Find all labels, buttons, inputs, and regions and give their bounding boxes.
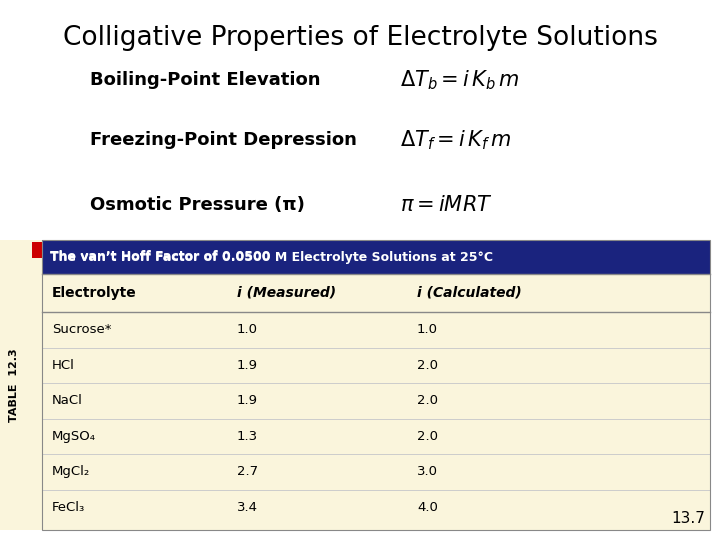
Text: i (Calculated): i (Calculated) [417, 286, 522, 300]
Text: 1.0: 1.0 [417, 323, 438, 336]
Bar [0, 240, 42, 530]
Bar [42, 274, 710, 530]
Text: MgSO₄: MgSO₄ [52, 430, 96, 443]
Bar [32, 242, 42, 258]
Text: HCl: HCl [52, 359, 75, 372]
Text: FeCl₃: FeCl₃ [52, 501, 85, 514]
Text: Colligative Properties of Electrolyte Solutions: Colligative Properties of Electrolyte So… [63, 25, 657, 51]
Text: The van’t Hoff Factor of 0.0500 ​M​ Electrolyte Solutions at 25°C: The van’t Hoff Factor of 0.0500 ​M​ Elec… [50, 251, 493, 264]
Bar [42, 240, 710, 274]
Text: Osmotic Pressure (π): Osmotic Pressure (π) [90, 196, 305, 214]
Text: 3.0: 3.0 [417, 465, 438, 478]
Text: NaCl: NaCl [52, 394, 83, 407]
Text: i (Measured): i (Measured) [237, 286, 336, 300]
Text: Freezing-Point Depression: Freezing-Point Depression [90, 131, 357, 149]
Text: The van’t Hoff Factor of 0.0500: The van’t Hoff Factor of 0.0500 [50, 251, 275, 264]
Text: 4.0: 4.0 [417, 501, 438, 514]
Text: $\Delta T_b = i\,K_b\,m$: $\Delta T_b = i\,K_b\,m$ [400, 68, 520, 92]
Text: 2.0: 2.0 [417, 394, 438, 407]
Text: $\Delta T_f = i\,K_f\,m$: $\Delta T_f = i\,K_f\,m$ [400, 128, 511, 152]
Text: 13.7: 13.7 [671, 511, 705, 526]
Text: 2.7: 2.7 [237, 465, 258, 478]
Text: 3.4: 3.4 [237, 501, 258, 514]
Text: 1.3: 1.3 [237, 430, 258, 443]
Text: MgCl₂: MgCl₂ [52, 465, 90, 478]
Text: 1.9: 1.9 [237, 359, 258, 372]
Text: 1.0: 1.0 [237, 323, 258, 336]
Text: $\pi = iMRT$: $\pi = iMRT$ [400, 195, 492, 215]
Text: 2.0: 2.0 [417, 359, 438, 372]
Text: Boiling-Point Elevation: Boiling-Point Elevation [90, 71, 320, 89]
Text: 1.9: 1.9 [237, 394, 258, 407]
Text: TABLE  12.3: TABLE 12.3 [9, 348, 19, 422]
Text: Sucrose*: Sucrose* [52, 323, 112, 336]
Text: Electrolyte: Electrolyte [52, 286, 137, 300]
Text: 2.0: 2.0 [417, 430, 438, 443]
Bar [42, 240, 710, 530]
